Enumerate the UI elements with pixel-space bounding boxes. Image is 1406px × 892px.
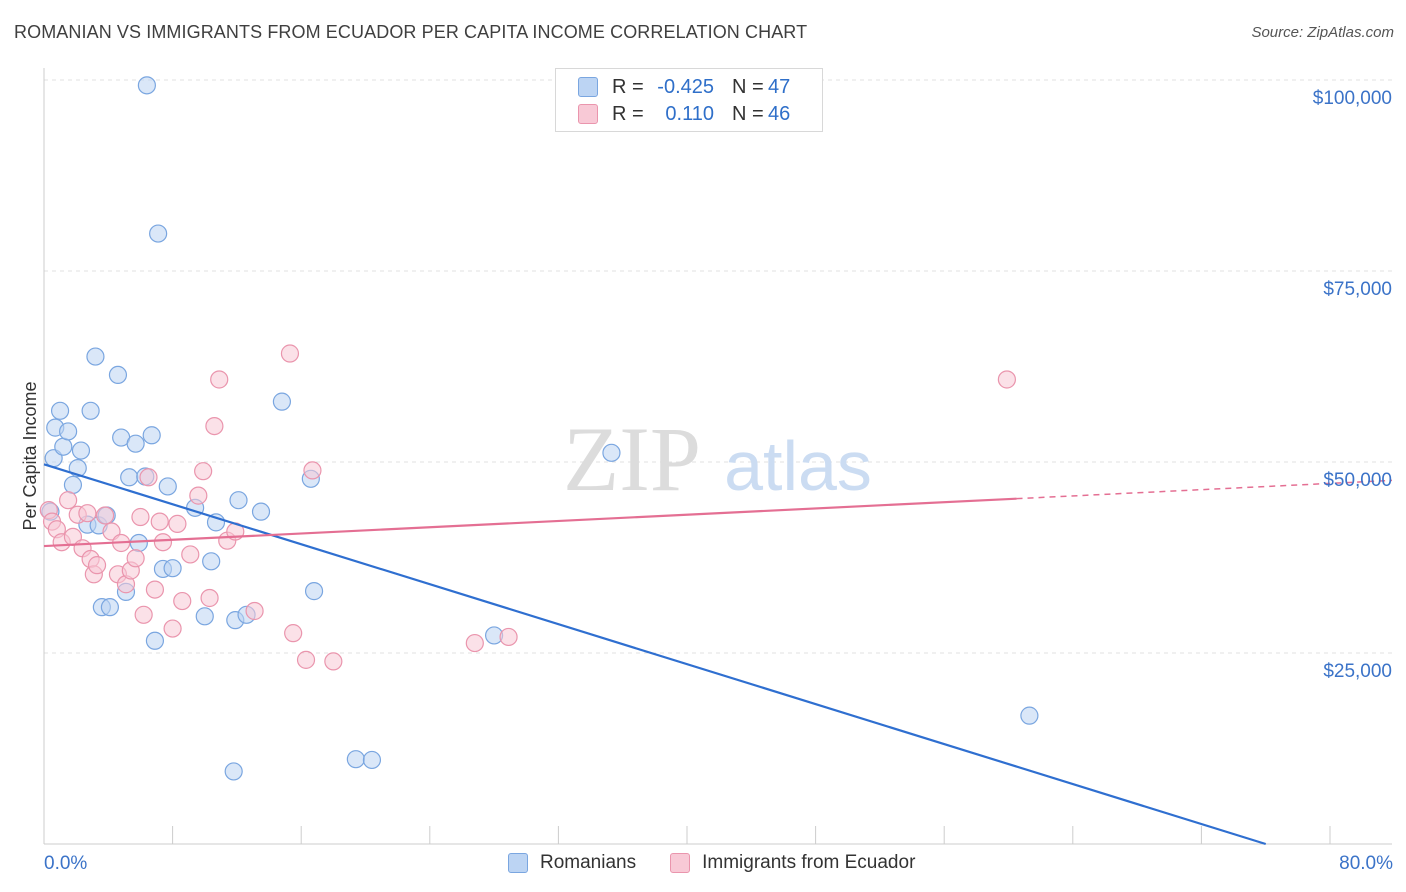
ecuador-point: [245, 601, 264, 621]
romanian-point: [108, 365, 128, 385]
r-label: R =: [612, 75, 644, 98]
watermark: ZIP atlas: [563, 408, 872, 510]
romanian-point: [251, 502, 271, 521]
romanian-point: [50, 401, 70, 420]
romanian-point: [86, 347, 105, 366]
trend-lines: [43, 463, 1393, 846]
romanian-point: [81, 401, 100, 420]
ecuador-point: [210, 370, 229, 389]
source-credit: Source: ZipAtlas.com: [1251, 24, 1394, 41]
romanian-point: [54, 437, 73, 456]
r-label: R =: [612, 102, 644, 125]
legend-swatch-blue: [508, 853, 528, 873]
series-legend: Romanians Immigrants from Ecuador: [508, 852, 949, 874]
ecuador-point: [189, 486, 208, 505]
romanian-point: [229, 491, 248, 510]
n-label: N =: [732, 102, 764, 125]
y-tick-label: $50,000: [1323, 470, 1392, 491]
legend-item-ecuador[interactable]: Immigrants from Ecuador: [670, 852, 915, 874]
y-tick-label: $100,000: [1313, 88, 1392, 109]
romanian-point: [59, 422, 78, 441]
romanian-point: [224, 762, 243, 781]
romanian-point: [129, 533, 148, 553]
ecuador-point: [181, 545, 200, 564]
ecuador-point: [168, 514, 187, 533]
grid-lines: [44, 79, 1392, 654]
legend-item-romanians[interactable]: Romanians: [508, 852, 636, 874]
ecuador-point: [284, 624, 303, 643]
romanian-point: [142, 426, 161, 445]
romanian-point: [149, 224, 168, 243]
legend-label-ecuador: Immigrants from Ecuador: [702, 852, 916, 873]
romanian-point: [346, 750, 365, 769]
chart-title: ROMANIAN VS IMMIGRANTS FROM ECUADOR PER …: [14, 22, 808, 42]
ecuador-point: [465, 633, 484, 653]
ecuador-point: [280, 344, 300, 363]
trend-line-romanians: [43, 463, 1267, 846]
axes: [43, 68, 1392, 845]
watermark-zip: ZIP: [563, 408, 701, 510]
n-value: 47: [768, 75, 791, 98]
ecuador-point: [59, 491, 78, 510]
romanian-point: [163, 559, 182, 578]
ecuador-point: [205, 416, 224, 436]
ecuador-point: [200, 588, 219, 608]
n-value: 46: [768, 102, 791, 125]
ecuador-point: [324, 652, 343, 671]
romanian-point: [272, 392, 292, 411]
ecuador-point: [78, 504, 97, 523]
watermark-atlas: atlas: [724, 427, 872, 505]
legend-swatch-pink: [670, 853, 691, 873]
y-tick-label: $75,000: [1323, 279, 1392, 300]
x-tick-label-max: 80.0%: [1339, 853, 1393, 874]
x-tick-label-min: 0.0%: [44, 853, 87, 874]
romanian-point: [126, 434, 145, 453]
romanian-point: [63, 475, 83, 495]
axis-labels: $25,000 $50,000 $75,000 $100,000 0.0% 80.0% Pe…: [20, 88, 1393, 874]
ecuador-point: [499, 627, 518, 647]
legend-swatch-blue: [578, 77, 598, 97]
romanian-point: [145, 631, 165, 650]
legend-row-ecuador: R = 0.110 N = 46: [578, 102, 790, 126]
romanian-point: [195, 607, 214, 626]
y-tick-label: $25,000: [1323, 661, 1392, 682]
ecuador-point: [173, 591, 192, 611]
ecuador-point: [87, 556, 107, 575]
ecuador-point: [145, 580, 165, 599]
legend-label-romanians: Romanians: [540, 852, 637, 873]
data-points: [39, 76, 1039, 781]
stats-legend: R = -0.425 N = 47 R = 0.110 N = 46: [555, 68, 823, 132]
ecuador-point: [153, 533, 173, 552]
ecuador-point: [997, 370, 1016, 389]
romanian-point: [362, 750, 382, 770]
romanian-point: [602, 443, 621, 462]
y-axis-title: Per Capita Income: [20, 381, 40, 530]
romanian-point: [100, 598, 120, 617]
trend-line-ecuador-projection: [1016, 479, 1393, 500]
ecuador-point: [131, 507, 150, 527]
romanian-point: [304, 582, 324, 601]
romanian-point: [158, 477, 177, 496]
ecuador-point: [139, 468, 158, 487]
romanian-point: [137, 76, 156, 95]
legend-swatch-pink: [578, 104, 598, 124]
ecuador-point: [95, 506, 115, 525]
r-value: -0.425: [657, 75, 714, 98]
ecuador-point: [163, 619, 182, 638]
ecuador-point: [296, 650, 316, 669]
romanian-point: [1020, 706, 1039, 725]
romanian-point: [71, 441, 91, 460]
romanian-point: [120, 468, 139, 487]
trend-line-ecuador: [43, 497, 1017, 548]
ecuador-point: [303, 461, 322, 480]
ecuador-point: [126, 549, 145, 568]
r-value: 0.110: [665, 102, 714, 125]
legend-row-romanians: R = -0.425 N = 47: [578, 75, 790, 99]
romanian-point: [202, 552, 221, 571]
ecuador-point: [194, 462, 213, 481]
ecuador-point: [150, 512, 169, 531]
n-label: N =: [732, 75, 764, 98]
ecuador-point: [134, 605, 153, 624]
